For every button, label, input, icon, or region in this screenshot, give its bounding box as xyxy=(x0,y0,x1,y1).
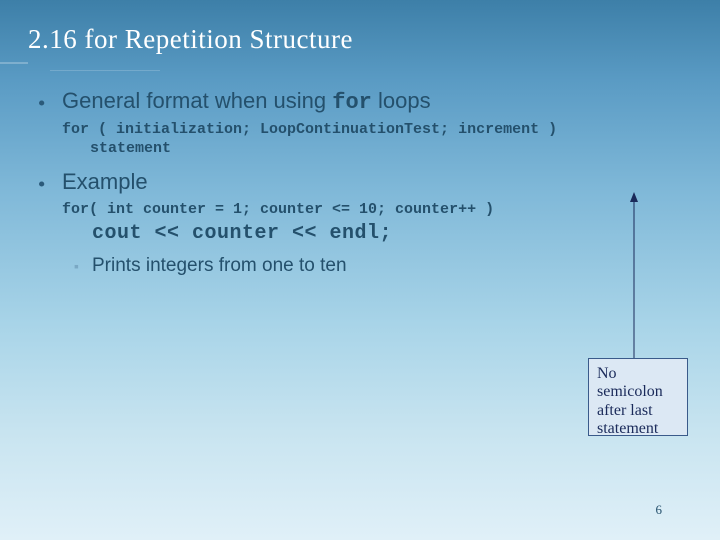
bullet-item: 🞄 General format when using for loops xyxy=(38,88,680,115)
code-line: for( int counter = 1; counter <= 10; cou… xyxy=(62,201,680,218)
code-output-line: cout << counter << endl; xyxy=(92,222,680,245)
bullet-icon: 🞄 xyxy=(38,169,62,195)
note-line: statement xyxy=(597,420,679,438)
decorative-line xyxy=(50,70,160,71)
bullet-item: 🞄 Example xyxy=(38,169,680,195)
note-line: after last xyxy=(597,402,679,420)
page-number: 6 xyxy=(656,502,663,518)
bullet-text: General format when using for loops xyxy=(62,88,431,115)
decorative-line xyxy=(0,62,28,64)
note-callout: No semicolon after last statement xyxy=(588,358,688,436)
slide-content: 🞄 General format when using for loops fo… xyxy=(38,88,680,277)
bullet-icon: 🞄 xyxy=(38,88,62,114)
note-line: semicolon xyxy=(597,383,679,401)
sub-bullet-icon: ▪ xyxy=(74,260,92,276)
slide-title: 2.16 for Repetition Structure xyxy=(28,24,353,55)
note-line: No xyxy=(597,365,679,383)
sub-bullet-text: Prints integers from one to ten xyxy=(92,255,347,277)
code-line: statement xyxy=(90,140,680,157)
sub-bullet-item: ▪ Prints integers from one to ten xyxy=(74,255,680,277)
code-line: for ( initialization; LoopContinuationTe… xyxy=(62,121,680,138)
bullet-text: Example xyxy=(62,169,148,195)
